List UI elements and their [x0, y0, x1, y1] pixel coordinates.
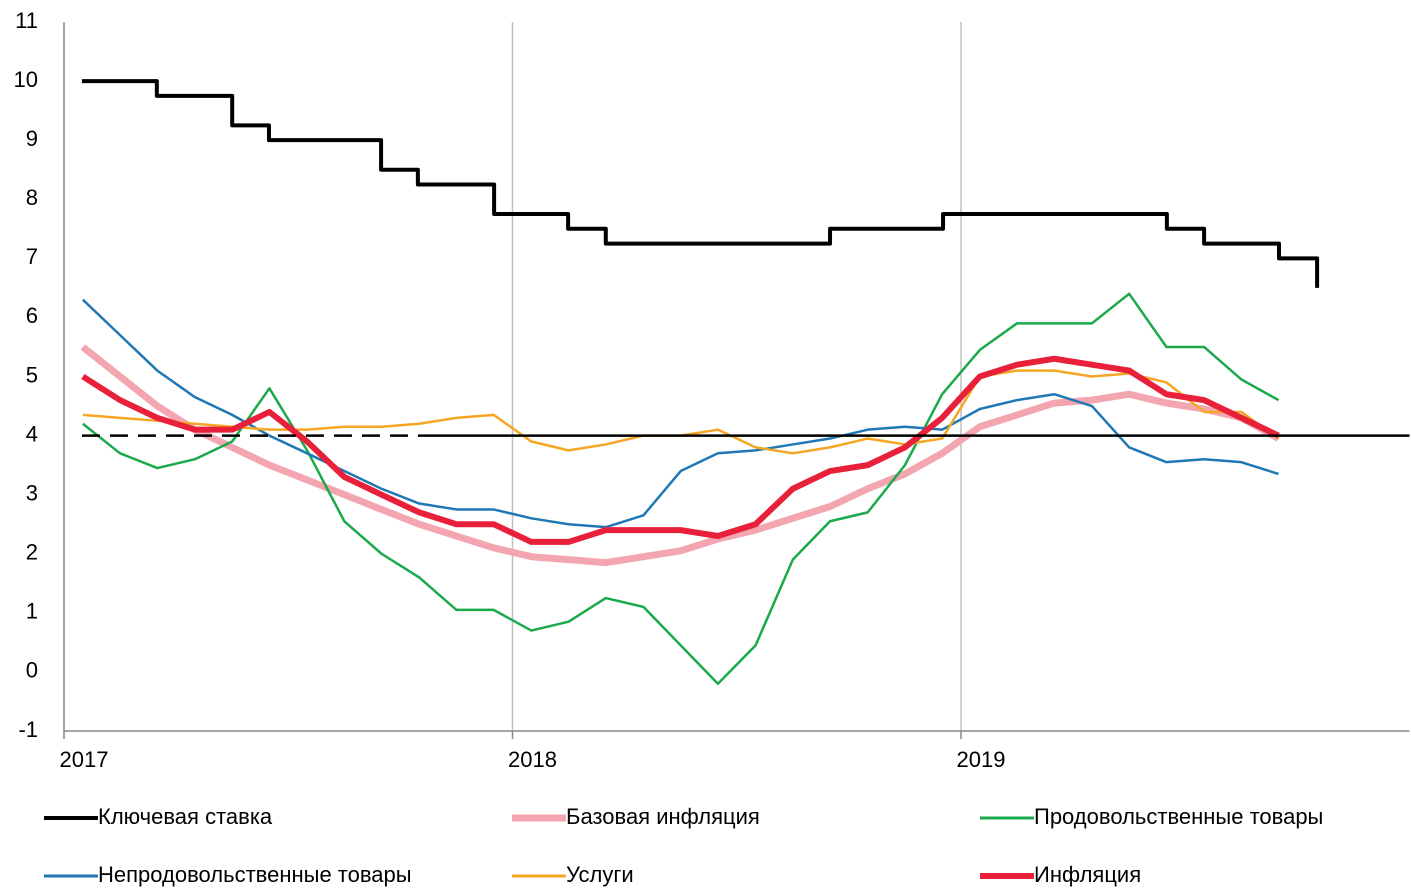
series-line [82, 292, 1280, 685]
y-tick-label: 3 [26, 480, 38, 505]
series-line [82, 369, 1280, 455]
y-tick-label: 2 [26, 540, 38, 565]
y-tick-label: 0 [26, 658, 38, 683]
y-tick-label: 1 [26, 599, 38, 624]
x-tick-label: 2017 [60, 747, 109, 772]
y-tick-label: 8 [26, 185, 38, 210]
y-tick-label: 4 [26, 421, 38, 446]
legend-label: Инфляция [1034, 862, 1141, 887]
series-line [81, 355, 1280, 545]
legend-label: Базовая инфляция [566, 804, 760, 829]
y-tick-label: 11 [15, 8, 38, 33]
x-tick-label: 2018 [508, 747, 557, 772]
y-tick-label: -1 [18, 717, 38, 742]
y-tick-label: 5 [26, 362, 38, 387]
series-line [81, 79, 1320, 288]
y-tick-label: 10 [14, 67, 38, 92]
y-tick-label: 7 [26, 244, 38, 269]
legend-label: Услуги [566, 862, 634, 887]
y-tick-label: 9 [26, 126, 38, 151]
x-tick-label: 2019 [957, 747, 1006, 772]
y-tick-label: 6 [26, 303, 38, 328]
legend-label: Продовольственные товары [1034, 804, 1323, 829]
legend-label: Непродовольственные товары [98, 862, 412, 887]
series-line [81, 298, 1279, 529]
legend-label: Ключевая ставка [98, 804, 273, 829]
